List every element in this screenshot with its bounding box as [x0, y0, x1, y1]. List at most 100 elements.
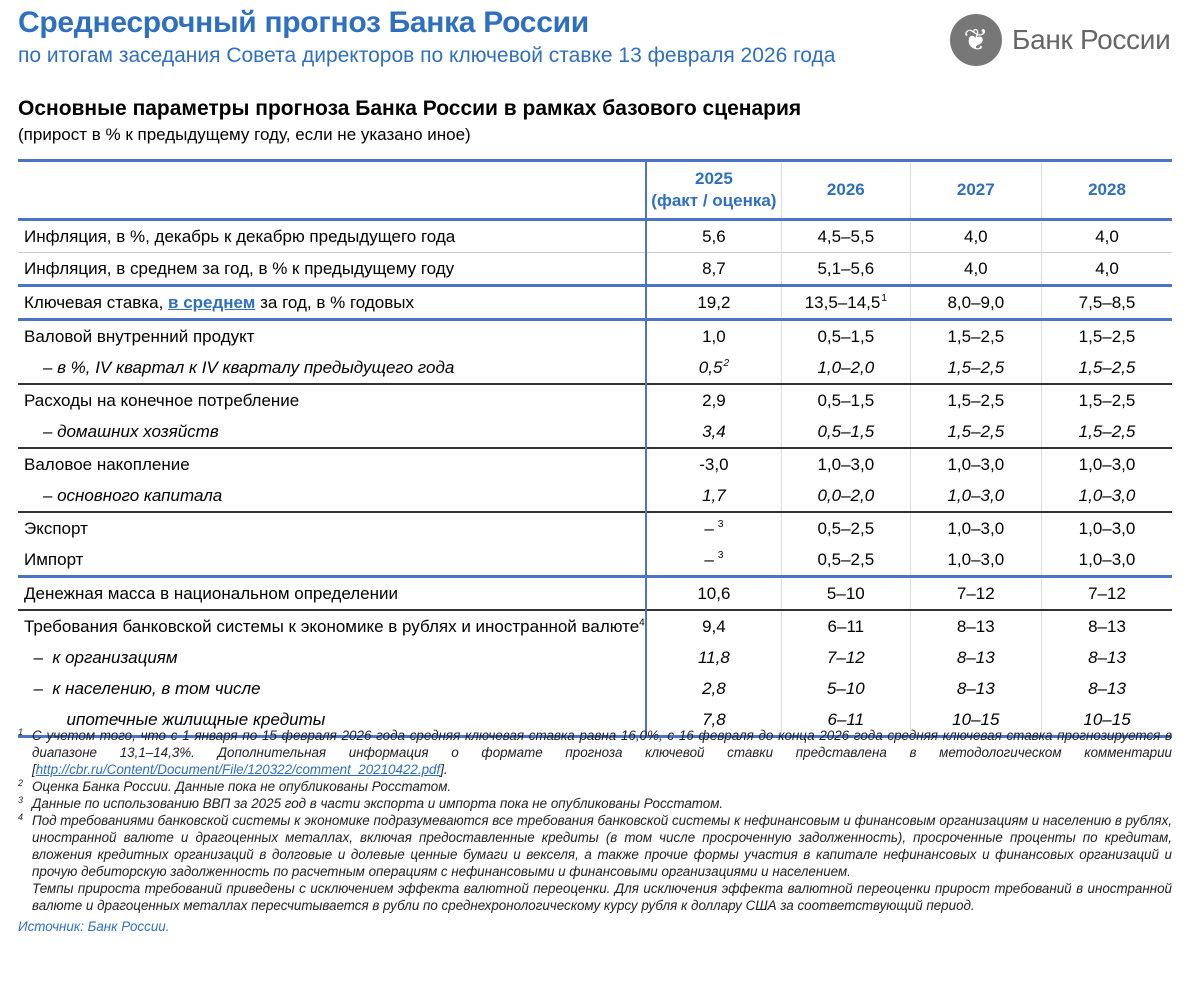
footnote-number: 3 [18, 795, 24, 805]
value: 8–13 [956, 678, 995, 698]
value: 8–13 [956, 647, 995, 667]
value-cell-2026: 1,0–3,0 [781, 447, 911, 480]
value-cell-2026: 0,5–1,5 [781, 416, 911, 448]
value-cell-2026: 0,5–1,5 [781, 318, 911, 352]
row-label: ипотечные жилищные кредиты [18, 704, 646, 738]
value-cell-2025: –3 [644, 544, 782, 577]
table-row: – домашних хозяйств 3,4 0,5–1,5 1,5–2,5 1,5–… [18, 416, 1172, 448]
value-cell-2028: 7,5–8,5 [1041, 284, 1172, 320]
value-cell-2025: 3,4 [644, 416, 782, 448]
header-2028: 2028 [1041, 159, 1172, 221]
value: 7,5–8,5 [1078, 292, 1136, 312]
source-note: Источник: Банк России. [18, 919, 170, 934]
row-label: – в %, IV квартал к IV кварталу предыдущ… [18, 352, 646, 384]
table-row: – основного капитала 1,7 0,0–2,0 1,0–3,0 1,0… [18, 480, 1172, 512]
value-cell-2027: 1,5–2,5 [909, 416, 1042, 448]
footnote-text: Данные по использованию ВВП за 2025 год … [32, 795, 1172, 812]
value: 1,0–3,0 [947, 454, 1005, 474]
footnote-text: Темпы прироста требований приведены с ис… [32, 880, 1172, 914]
value: 8,0–9,0 [947, 292, 1005, 312]
value: 10–15 [952, 709, 1000, 729]
label-text: Инфляция, в среднем за год, в % к предыд… [24, 258, 455, 278]
value: 0,5–2,5 [817, 518, 875, 538]
row-label: Денежная масса в национальном определени… [18, 575, 646, 610]
value-cell-2028: 4,0 [1041, 252, 1172, 286]
value-cell-2025: 5,6 [644, 219, 782, 253]
value: 1,5–2,5 [1078, 357, 1136, 377]
label-text: – к организациям [24, 647, 178, 667]
table-row: Требования банковской системы к экономик… [18, 609, 1172, 642]
value: 4,0 [1095, 258, 1119, 278]
value-cell-2028: 1,0–3,0 [1041, 447, 1172, 480]
footnote-link[interactable]: http://cbr.ru/Content/Document/File/1203… [35, 762, 441, 777]
value-cell-2026: 13,5–14,51 [781, 284, 911, 320]
value: 4,5–5,5 [817, 226, 875, 246]
footnote-text: С учетом того, что с 1 января по 15 февр… [32, 727, 1172, 778]
label-text: – основного капитала [24, 485, 223, 505]
value-cell-2025: 9,4 [644, 609, 782, 642]
footnote-number: 1 [18, 727, 24, 737]
row-label: Инфляция, в среднем за год, в % к предыд… [18, 252, 646, 286]
value: 1,7 [702, 485, 726, 505]
table-header-row: 2025 (факт / оценка) 2026 2027 2028 [18, 159, 1172, 221]
footnote-ref: 1 [881, 292, 887, 304]
value: 19,2 [697, 292, 731, 312]
value: – [704, 518, 714, 538]
value-cell-2026: 5–10 [781, 575, 911, 610]
value: 1,5–2,5 [1078, 390, 1136, 410]
value: 1,0 [702, 326, 726, 346]
value-cell-2026: 0,5–2,5 [781, 511, 911, 544]
value: 10–15 [1083, 709, 1131, 729]
row-label: Требования банковской системы к экономик… [18, 609, 646, 642]
value: 1,5–2,5 [1078, 421, 1136, 441]
table-row: Ключевая ставка, в среднем за год, в % г… [18, 284, 1172, 320]
value-cell-2028: 10–15 [1041, 704, 1172, 738]
value-cell-2028: 1,5–2,5 [1041, 352, 1172, 384]
value-cell-2025: 2,9 [644, 383, 782, 416]
value: 1,0–2,0 [817, 357, 875, 377]
row-label: Валовое накопление [18, 447, 646, 480]
value-cell-2026: 7–12 [781, 642, 911, 673]
value: 1,0–3,0 [1078, 549, 1136, 569]
value: 0,5 [698, 357, 723, 377]
value: 0,5–1,5 [817, 326, 875, 346]
header-2025: 2025 (факт / оценка) [644, 159, 782, 221]
value-cell-2028: 7–12 [1041, 575, 1172, 610]
value-cell-2027: 4,0 [909, 252, 1042, 286]
footnote-number: 4 [18, 812, 24, 822]
label-link[interactable]: в среднем [168, 292, 256, 312]
value: 7–12 [956, 583, 995, 603]
table-row: Валовое накопление -3,0 1,0–3,0 1,0–3,0 1,0–… [18, 447, 1172, 480]
row-label: – основного капитала [18, 480, 646, 512]
value: 1,5–2,5 [1078, 326, 1136, 346]
value: 5,1–5,6 [817, 258, 875, 278]
footnote: 1 С учетом того, что с 1 января по 15 фев… [18, 727, 1172, 778]
footnote-ref: 2 [723, 357, 729, 369]
footnote: 4 Под требованиями банковской системы к э… [18, 812, 1172, 880]
label-text: Инфляция, в %, декабрь к декабрю предыду… [24, 226, 456, 246]
value-cell-2027: 7–12 [909, 575, 1042, 610]
value: 1,0–3,0 [1078, 454, 1136, 474]
row-label: Импорт [18, 544, 646, 577]
value-cell-2027: 1,5–2,5 [909, 318, 1042, 352]
value: 1,0–3,0 [947, 549, 1005, 569]
footnote-text: Под требованиями банковской системы к эк… [32, 812, 1172, 880]
row-label: Расходы на конечное потребление [18, 383, 646, 416]
value: 0,5–1,5 [817, 390, 875, 410]
value-cell-2025: 0,52 [644, 352, 782, 384]
value: 2,9 [702, 390, 726, 410]
row-label: Ключевая ставка, в среднем за год, в % г… [18, 284, 646, 320]
table-row: Денежная масса в национальном определени… [18, 575, 1172, 610]
table-row: Импорт –3 0,5–2,5 1,0–3,0 1,0–3,0 [18, 544, 1172, 577]
table-row: Валовой внутренний продукт 1,0 0,5–1,5 1,5–… [18, 318, 1172, 352]
label-text: Импорт [24, 549, 84, 569]
value: 2,8 [702, 678, 726, 698]
value-cell-2026: 5–10 [781, 673, 911, 704]
header-2027: 2027 [909, 159, 1042, 221]
value: -3,0 [699, 454, 729, 474]
value-cell-2027: 1,0–3,0 [909, 447, 1042, 480]
value: 10,6 [697, 583, 731, 603]
forecast-table: 2025 (факт / оценка) 2026 2027 2028 Инфля… [18, 159, 1172, 738]
bank-logo: ❦ Банк России [950, 14, 1171, 66]
value: 1,5–2,5 [947, 357, 1005, 377]
